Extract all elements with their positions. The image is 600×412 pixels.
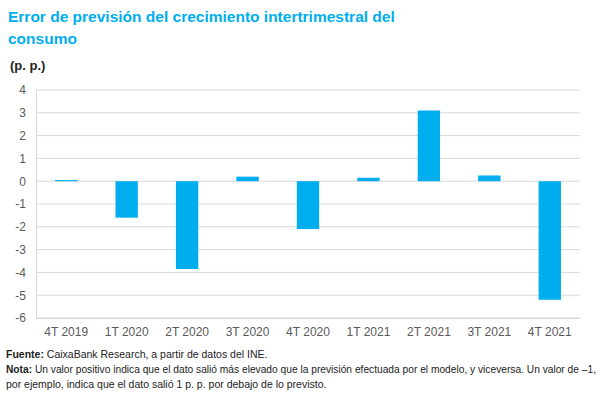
y-tick-label: 2 <box>19 129 26 143</box>
y-tick-label: 1 <box>19 152 26 166</box>
y-tick-label: -5 <box>15 289 26 303</box>
y-tick-label: -2 <box>15 220 26 234</box>
y-tick-label: -4 <box>15 266 26 280</box>
y-tick-label: -1 <box>15 197 26 211</box>
x-tick-label: 4T 2019 <box>44 325 88 339</box>
bar <box>115 181 137 217</box>
grid <box>36 90 580 318</box>
x-tick-label: 1T 2020 <box>105 325 149 339</box>
x-tick: 2T 2021 <box>407 318 451 339</box>
y-tick: -6 <box>15 311 36 325</box>
bar <box>539 181 561 300</box>
y-tick-label: -6 <box>15 311 26 325</box>
y-tick-label: -3 <box>15 243 26 257</box>
bar <box>176 181 198 269</box>
y-tick: -2 <box>15 220 36 234</box>
y-tick-label: 3 <box>19 106 26 120</box>
grid-line <box>36 295 580 296</box>
x-tick: 4T 2020 <box>286 318 330 339</box>
bars <box>55 111 561 300</box>
y-tick-label: 4 <box>19 83 26 97</box>
y-tick-label: 0 <box>19 175 26 189</box>
x-axis-line <box>37 318 581 319</box>
grid-line <box>36 249 580 250</box>
note: por ejemplo, indica que el dato salió 1 … <box>6 378 326 390</box>
y-tick: -3 <box>15 243 36 257</box>
grid-line <box>36 158 580 159</box>
x-tick: 3T 2020 <box>226 318 270 339</box>
y-tick: -5 <box>15 289 36 303</box>
bar <box>236 177 258 182</box>
source: Fuente: CaixaBank Research, a partir de … <box>6 348 267 360</box>
x-tick-label: 4T 2021 <box>528 325 572 339</box>
x-tick: 4T 2019 <box>44 318 88 339</box>
y-tick: 0 <box>19 175 36 189</box>
x-tick-label: 3T 2020 <box>226 325 270 339</box>
grid-line <box>36 272 580 273</box>
bar <box>357 178 379 181</box>
x-tick-label: 3T 2021 <box>467 325 511 339</box>
chart: Error de previsión del crecimiento inter… <box>0 0 600 412</box>
grid-line <box>36 318 580 319</box>
x-tick: 2T 2020 <box>165 318 209 339</box>
x-tick-label: 4T 2020 <box>286 325 330 339</box>
y-tick: -4 <box>15 266 36 280</box>
y-tick: 3 <box>19 106 36 120</box>
bar <box>55 180 77 181</box>
y-axis-line <box>36 91 37 319</box>
x-tick-label: 2T 2020 <box>165 325 209 339</box>
bar <box>297 181 319 229</box>
subtitle: (p. p.) <box>10 58 45 73</box>
y-tick: 4 <box>19 83 36 97</box>
y-tick: 2 <box>19 129 36 143</box>
x-axis: 4T 2019 1T 2020 2T 2020 3T 2020 4T 2020 1T 20… <box>37 318 581 339</box>
x-tick: 4T 2021 <box>528 318 572 339</box>
grid-line <box>36 90 580 91</box>
bar <box>478 176 500 182</box>
note: Nota: Un valor positivo indica que el da… <box>6 363 596 375</box>
title: Error de previsión del crecimiento inter… <box>8 8 395 47</box>
x-tick: 1T 2021 <box>347 318 391 339</box>
grid-line <box>36 135 580 136</box>
bar <box>418 111 440 182</box>
x-tick-label: 2T 2021 <box>407 325 451 339</box>
x-tick-label: 1T 2021 <box>347 325 391 339</box>
y-tick: 1 <box>19 152 36 166</box>
y-tick: -1 <box>15 197 36 211</box>
x-tick: 3T 2021 <box>467 318 511 339</box>
y-axis: -6 -5 -4 -3 -2 -1 0 1 2 3 4 <box>15 83 36 325</box>
x-tick: 1T 2020 <box>105 318 149 339</box>
grid-line <box>36 112 580 113</box>
